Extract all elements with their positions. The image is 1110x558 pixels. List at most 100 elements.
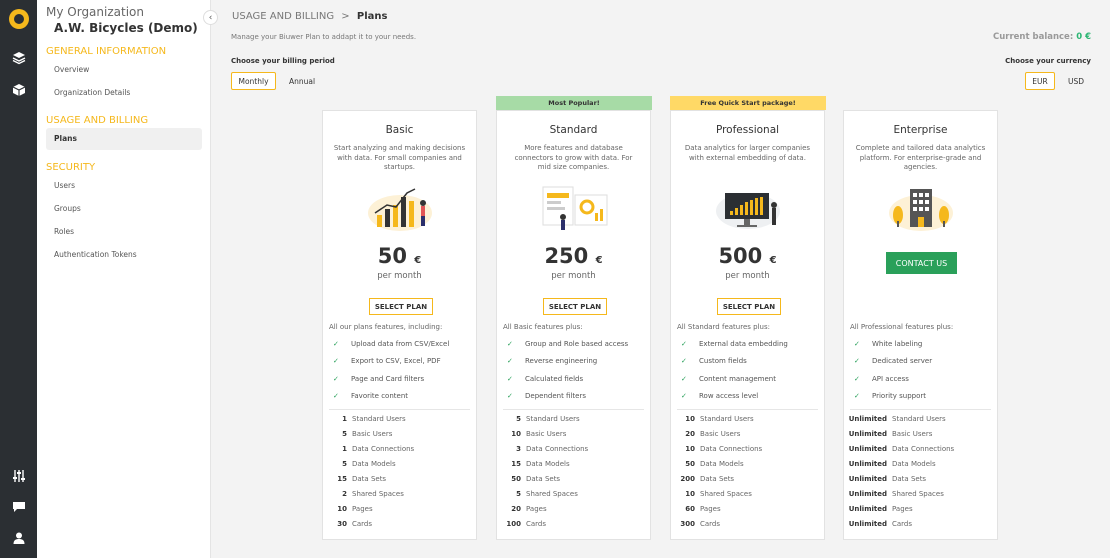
limit-row: 10 Standard Users	[671, 415, 753, 423]
select-plan-button[interactable]: SELECT PLAN	[543, 298, 607, 315]
plan-card-standard: Standard More features and database conn…	[496, 110, 651, 540]
currency-usd-toggle[interactable]: USD	[1067, 76, 1085, 86]
feature-label: External data embedding	[699, 340, 788, 348]
select-plan-button[interactable]: SELECT PLAN	[717, 298, 781, 315]
limit-label: Cards	[700, 520, 721, 528]
limit-label: Data Sets	[700, 475, 735, 483]
limit-value: 15	[511, 460, 521, 468]
limit-value: Unlimited	[848, 475, 887, 483]
limit-label: Standard Users	[526, 415, 580, 423]
limit-row: 50 Data Models	[671, 460, 743, 468]
breadcrumb-parent[interactable]: USAGE AND BILLING	[232, 11, 335, 22]
feature-label: Page and Card filters	[351, 375, 425, 383]
limit-label: Cards	[526, 520, 547, 528]
feature-item: ✓ Row access level	[681, 392, 758, 400]
plan-price: 50 €	[323, 244, 476, 268]
feature-label: Dedicated server	[872, 357, 933, 365]
limit-row: 10 Data Connections	[671, 445, 762, 453]
collapse-sidebar-icon[interactable]: ‹	[203, 10, 218, 25]
feature-label: Upload data from CSV/Excel	[351, 340, 450, 348]
sidebar-item-users[interactable]: Users	[54, 181, 76, 190]
limit-row: 15 Data Models	[497, 460, 570, 468]
growth-chart-illustration-icon	[368, 188, 432, 231]
sliders-icon[interactable]	[0, 464, 37, 488]
plan-description: Start analyzing and making decisions wit…	[333, 144, 466, 171]
section-general-information: GENERAL INFORMATION	[46, 46, 167, 57]
section-usage-and-billing: USAGE AND BILLING	[46, 115, 149, 126]
plan-period: per month	[725, 271, 770, 281]
limit-label: Pages	[700, 505, 721, 513]
limit-value: 3	[516, 445, 521, 453]
breadcrumb: USAGE AND BILLING > Plans	[232, 11, 387, 22]
sidebar-item-groups[interactable]: Groups	[54, 204, 81, 213]
limit-value: 5	[342, 430, 347, 438]
feature-item: ✓ Favorite content	[333, 392, 408, 400]
plan-title: Professional	[715, 124, 780, 136]
sidebar-item-plans[interactable]: Plans	[46, 128, 202, 150]
currency-label: Choose your currency	[1005, 57, 1091, 65]
limit-value: 100	[506, 520, 521, 528]
limit-row: 15 Data Sets	[323, 475, 386, 483]
feature-label: Priority support	[872, 392, 927, 400]
contact-us-button[interactable]: CONTACT US	[886, 252, 957, 274]
limit-row: Unlimited Shared Spaces	[844, 490, 944, 498]
limit-label: Pages	[352, 505, 373, 513]
limit-row: Unlimited Data Models	[844, 460, 936, 468]
feature-item: ✓ Page and Card filters	[333, 375, 424, 383]
limit-label: Data Models	[526, 460, 570, 468]
limit-row: 100 Cards	[497, 520, 546, 528]
limit-label: Basic Users	[526, 430, 567, 438]
limit-label: Cards	[352, 520, 373, 528]
org-name: A.W. Bicycles (Demo)	[54, 21, 198, 35]
current-balance: Current balance: 0 €	[993, 32, 1091, 42]
feature-label: Custom fields	[699, 357, 747, 365]
limit-value: Unlimited	[848, 415, 887, 423]
chat-icon[interactable]	[0, 495, 37, 519]
logo-icon[interactable]	[0, 7, 37, 31]
sidebar-item-overview[interactable]: Overview	[54, 65, 90, 74]
feature-label: Reverse engineering	[525, 357, 598, 365]
limit-value: 20	[511, 505, 521, 513]
limit-row: 200 Data Sets	[671, 475, 734, 483]
user-icon[interactable]	[0, 526, 37, 550]
limit-row: 60 Pages	[671, 505, 721, 513]
sidebar-item-organization-details[interactable]: Organization Details	[54, 88, 131, 97]
limit-row: Unlimited Pages	[844, 505, 913, 513]
plan-title: Standard	[549, 124, 598, 136]
check-icon: ✓	[681, 340, 687, 348]
limit-label: Data Models	[352, 460, 396, 468]
limit-value: 1	[342, 445, 347, 453]
limit-row: Unlimited Standard Users	[844, 415, 946, 423]
sidebar-item-authentication-tokens[interactable]: Authentication Tokens	[54, 250, 137, 259]
billing-annual-toggle[interactable]: Annual	[288, 76, 316, 86]
limit-value: Unlimited	[848, 430, 887, 438]
currency-eur-toggle[interactable]: EUR	[1025, 72, 1055, 90]
feature-label: Favorite content	[351, 392, 408, 400]
limit-row: 1 Standard Users	[323, 415, 406, 423]
limit-value: Unlimited	[848, 445, 887, 453]
limit-value: 10	[685, 445, 695, 453]
select-plan-button[interactable]: SELECT PLAN	[369, 298, 433, 315]
feature-item: ✓ Dependent filters	[507, 392, 586, 400]
feature-item: ✓ Content management	[681, 375, 776, 383]
billing-monthly-toggle[interactable]: Monthly	[231, 72, 276, 90]
feature-label: Group and Role based access	[525, 340, 629, 348]
check-icon: ✓	[854, 340, 860, 348]
limit-value: 60	[685, 505, 695, 513]
limit-value: 50	[511, 475, 521, 483]
limit-label: Basic Users	[700, 430, 741, 438]
limit-value: 10	[685, 490, 695, 498]
cube-icon[interactable]	[0, 78, 37, 102]
feature-item: ✓ Calculated fields	[507, 375, 583, 383]
limit-row: 50 Data Sets	[497, 475, 560, 483]
limit-label: Pages	[892, 505, 913, 513]
layers-icon[interactable]	[0, 46, 37, 70]
divider	[503, 409, 644, 410]
dashboard-illustration-icon	[542, 186, 608, 230]
plan-price-value: 250	[544, 244, 589, 268]
limit-label: Data Sets	[892, 475, 927, 483]
limit-row: 5 Shared Spaces	[497, 490, 578, 498]
sidebar-item-roles[interactable]: Roles	[54, 227, 75, 236]
limit-row: 300 Cards	[671, 520, 720, 528]
check-icon: ✓	[333, 392, 339, 400]
